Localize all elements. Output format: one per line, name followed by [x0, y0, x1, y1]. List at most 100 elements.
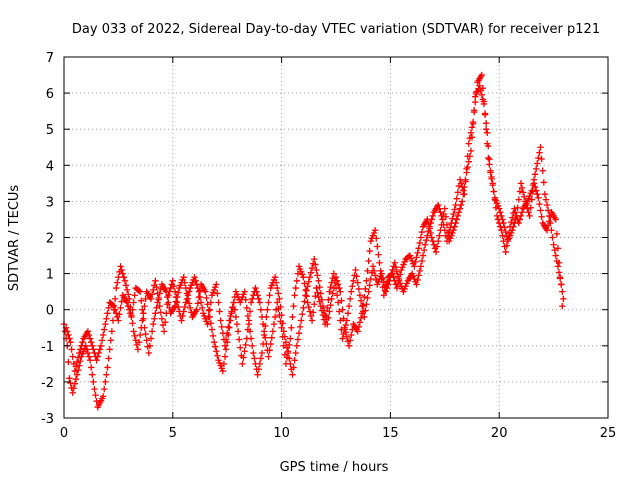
data-point: [450, 210, 457, 218]
data-point: [169, 277, 176, 285]
data-point: [208, 326, 216, 333]
x-tick-label: 10: [273, 426, 290, 441]
data-point: [467, 147, 475, 155]
data-point: [326, 308, 333, 315]
data-point: [308, 264, 316, 272]
data-point: [90, 378, 97, 386]
data-point: [296, 323, 304, 331]
data-point: [414, 249, 421, 257]
y-axis-label: SDTVAR / TECUs: [7, 185, 22, 292]
data-point: [325, 314, 332, 322]
data-point: [499, 232, 506, 239]
data-point: [536, 200, 543, 208]
data-point: [180, 274, 187, 281]
data-point: [156, 302, 163, 310]
data-point: [293, 277, 301, 285]
data-point: [456, 205, 464, 212]
data-point: [485, 142, 492, 150]
data-point: [297, 317, 305, 324]
data-point: [253, 288, 260, 295]
data-point: [220, 360, 228, 368]
data-point: [313, 266, 320, 274]
data-point: [428, 234, 435, 241]
data-point: [518, 209, 526, 216]
data-point: [65, 358, 72, 366]
data-point: [333, 292, 341, 299]
grid-lines: [64, 57, 608, 418]
data-point: [551, 246, 558, 254]
data-point: [306, 308, 314, 315]
data-point: [449, 215, 456, 222]
data-point: [324, 304, 331, 312]
data-point: [311, 255, 318, 263]
data-point: [300, 304, 307, 312]
data-point: [355, 285, 363, 293]
data-point: [383, 278, 391, 285]
data-point: [232, 313, 240, 321]
data-point: [154, 299, 161, 306]
data-point: [140, 315, 147, 322]
data-point: [321, 311, 329, 319]
data-point: [289, 371, 296, 378]
data-point: [264, 306, 271, 313]
data-point: [70, 385, 77, 392]
data-point: [376, 259, 383, 266]
data-point: [265, 299, 272, 306]
data-point: [527, 204, 534, 211]
data-point: [173, 293, 181, 301]
y-tick-label: 2: [46, 232, 54, 247]
data-point: [532, 165, 540, 173]
data-point: [364, 294, 371, 302]
data-point: [206, 313, 213, 321]
x-tick-label: 15: [382, 426, 399, 441]
data-point: [371, 227, 379, 234]
data-point: [346, 337, 354, 344]
data-point: [350, 277, 357, 285]
data-point: [103, 315, 110, 322]
data-point: [367, 275, 375, 283]
data-point: [224, 338, 231, 346]
data-point: [314, 272, 321, 279]
data-point: [153, 283, 160, 291]
data-point: [66, 375, 73, 382]
data-point: [278, 324, 285, 331]
data-point: [289, 313, 296, 321]
data-point: [210, 338, 218, 346]
data-point: [317, 290, 324, 297]
data-point: [349, 283, 356, 290]
data-point: [423, 237, 430, 244]
data-point: [454, 189, 462, 196]
data-point: [196, 287, 204, 294]
data-point: [538, 213, 545, 220]
data-point: [304, 283, 311, 290]
data-point: [420, 246, 428, 254]
data-point: [477, 87, 484, 94]
data-point: [206, 306, 213, 313]
data-point: [419, 252, 427, 259]
data-point: [164, 293, 171, 301]
data-point: [191, 274, 198, 281]
data-point: [71, 367, 79, 375]
data-point: [222, 346, 230, 353]
data-point: [531, 171, 539, 178]
data-point: [303, 287, 310, 294]
data-point: [268, 334, 276, 341]
data-point: [468, 134, 476, 141]
axis-ticks: 0 5 10 15 20 25 -3 -2 -1 0 1 2 3 4 5 6 7: [41, 51, 616, 441]
data-point: [64, 328, 71, 335]
data-point: [418, 257, 426, 265]
data-point: [89, 371, 96, 378]
data-point: [413, 254, 420, 261]
data-point: [107, 337, 114, 344]
data-point: [425, 220, 432, 228]
data-point: [157, 309, 165, 316]
data-point: [182, 284, 190, 292]
data-point: [354, 328, 361, 335]
data-point: [552, 252, 559, 259]
data-point: [116, 311, 123, 318]
data-point: [181, 279, 188, 286]
data-point: [74, 354, 82, 361]
data-point: [339, 335, 346, 342]
data-point: [429, 212, 437, 220]
data-point: [287, 335, 294, 342]
